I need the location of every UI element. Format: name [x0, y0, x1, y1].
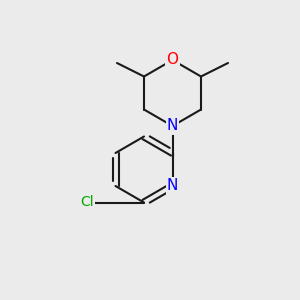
Text: N: N: [167, 118, 178, 134]
Text: O: O: [167, 52, 178, 68]
Text: Cl: Cl: [80, 196, 94, 209]
Text: N: N: [167, 178, 178, 194]
